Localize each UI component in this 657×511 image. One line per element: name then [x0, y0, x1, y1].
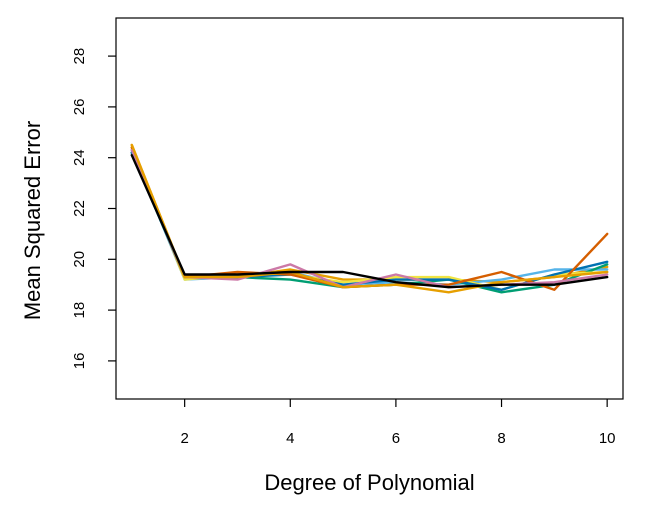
x-axis: 2 4 6 8 10 [180, 399, 616, 447]
y-tick-label: 18 [71, 302, 88, 319]
plot-frame [115, 17, 624, 400]
series-line-9 [130, 154, 609, 289]
series-line-5 [130, 151, 609, 291]
x-tick-label: 6 [392, 430, 400, 447]
y-axis-label: Mean Squared Error [20, 121, 45, 320]
y-tick-label: 20 [71, 251, 88, 268]
y-tick-label: 22 [71, 200, 88, 217]
series-line-3 [130, 151, 609, 294]
x-tick-label: 2 [180, 430, 188, 447]
x-tick-label: 10 [599, 430, 616, 447]
series-line-7 [130, 148, 609, 289]
series-line-4 [130, 146, 609, 291]
y-axis: 16 18 20 22 24 26 28 [71, 48, 116, 369]
series-line-8 [130, 143, 609, 294]
y-tick-label: 26 [71, 99, 88, 116]
y-tick-label: 24 [71, 149, 88, 166]
series-line-1 [130, 143, 609, 284]
series-line-2 [130, 148, 609, 286]
x-tick-label: 4 [286, 430, 294, 447]
y-tick-label: 16 [71, 353, 88, 370]
x-tick-label: 8 [497, 430, 505, 447]
x-axis-label: Degree of Polynomial [264, 470, 474, 495]
y-tick-label: 28 [71, 48, 88, 65]
series-line-6 [130, 146, 609, 291]
series-lines [130, 143, 609, 294]
